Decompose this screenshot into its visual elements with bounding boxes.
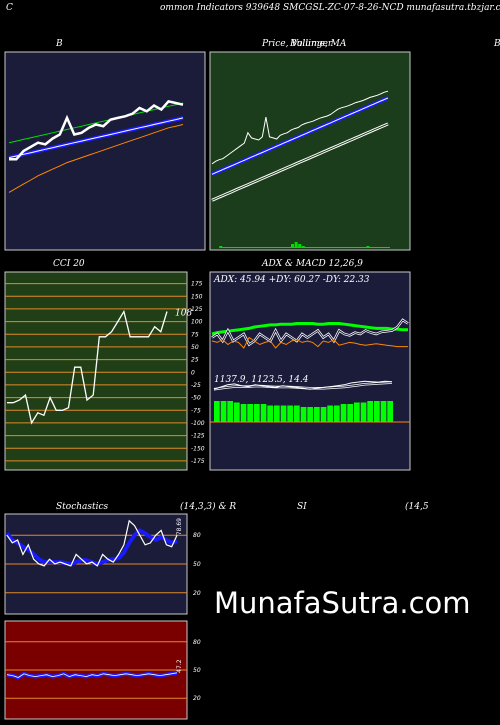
rsi-tick-label: 80 — [193, 639, 201, 646]
macd-histogram-bar — [300, 407, 307, 422]
volume-bar — [291, 244, 294, 248]
price-panel-title: Price, Volume, MA — [262, 39, 347, 49]
macd-histogram-bar — [374, 401, 380, 422]
macd-histogram-bar — [327, 405, 333, 422]
price-ma-core-line — [211, 97, 389, 175]
plus-di-inner-line — [211, 319, 409, 346]
macd-histogram-bar — [280, 405, 287, 422]
bb-mid-band-core-line — [8, 117, 184, 159]
watermark: MunafaSutra.com — [214, 586, 471, 620]
macd-histogram-bar — [340, 404, 347, 422]
adx-line — [211, 322, 408, 336]
volume-bar — [294, 242, 298, 248]
cci-tick-label: 0 — [191, 369, 195, 376]
macd-histogram-bar — [254, 404, 260, 422]
bb-panel-title: B — [56, 39, 63, 49]
volume-baseline — [220, 247, 390, 248]
stoch-tick-label: 20 — [193, 590, 201, 597]
cci-line — [7, 309, 168, 425]
price-line — [211, 90, 389, 165]
cci-tick-label: -125 — [191, 433, 205, 440]
macd-histogram-bar — [367, 401, 373, 422]
cci-tick-label: 100 — [191, 319, 203, 326]
macd-histogram-bar — [354, 402, 360, 422]
header-title: ommon Indicators 939648 SMCGSL-ZC-07-8-2… — [160, 3, 500, 13]
stoch-last-value: 78.69 — [176, 518, 183, 535]
header-left-letter: C — [6, 3, 13, 13]
cci-tick-label: -25 — [191, 382, 201, 389]
cci-tick-label: -175 — [191, 458, 205, 465]
cci-tick-label: -50 — [191, 395, 201, 402]
cci-tick-label: 25 — [191, 357, 199, 364]
stoch-tick-label: 80 — [193, 532, 201, 539]
stoch-tick-label: 50 — [193, 561, 201, 568]
rsi-panel-params: (14,5 — [405, 502, 429, 512]
cci-tick-label: -150 — [191, 445, 205, 452]
rsi-tick-label: 20 — [193, 695, 201, 702]
cci-panel-title: CCI 20 — [53, 259, 85, 269]
macd-readout: 1137.9, 1123.5, 14.4 — [214, 375, 309, 385]
price-chart — [209, 51, 411, 251]
macd-histogram-bar — [260, 404, 267, 422]
macd-histogram-bar — [274, 405, 280, 422]
rsi-line — [6, 672, 178, 678]
cci-tick-label: 175 — [191, 281, 203, 288]
volume-bar — [298, 244, 302, 248]
stoch-k-line — [6, 519, 178, 567]
macd-histogram-bar — [380, 401, 387, 422]
price-background — [209, 51, 411, 251]
bb-price-line — [9, 100, 184, 161]
cci-tick-label: -75 — [191, 407, 201, 414]
cci-last-value: 108 — [175, 308, 192, 318]
macd-histogram-bar — [247, 404, 253, 422]
rsi-last-value: 47.2 — [176, 659, 183, 673]
adx-panel-title: ADX & MACD 12,26,9 — [262, 259, 363, 269]
price-long-ma-inner-line — [211, 123, 389, 201]
cci-tick-label: 150 — [191, 293, 203, 300]
macd-histogram-bar — [214, 401, 220, 422]
cci-chart: 175 150 125 100 75 50 25 0 -25 -50 -75 -100 -125 -150… — [4, 271, 205, 471]
macd-histogram-bar — [227, 401, 233, 422]
macd-histogram-bar — [387, 401, 393, 422]
stoch-chart: 80 50 20 78.69 — [4, 513, 201, 615]
bb-upper-band-line — [8, 102, 184, 144]
cci-tick-label: 50 — [191, 344, 199, 351]
macd-histogram-bar — [334, 405, 340, 422]
stoch-panel-title: Stochastics — [56, 502, 109, 512]
adx-readout: ADX: 45.94 +DY: 60.27 -DY: 22.33 — [213, 275, 370, 285]
cci-tick-label: -100 — [191, 420, 205, 427]
bb-lower-band-line — [8, 124, 184, 193]
rsi-tick-label: 50 — [193, 667, 201, 674]
minus-di-line — [211, 336, 408, 349]
macd-histogram-bar — [307, 407, 313, 422]
price-panel-title-overlay: Bullinger — [290, 39, 333, 49]
macd-histogram-bar — [240, 404, 247, 422]
cci-tick-label: 125 — [191, 306, 203, 313]
right-stub-title: B — [494, 39, 500, 49]
macd-histogram-bar — [287, 405, 293, 422]
macd-histogram-bar — [320, 407, 327, 422]
macd-histogram-bar — [360, 402, 367, 422]
macd-histogram-bar — [220, 401, 227, 422]
macd-histogram-bar — [267, 405, 273, 422]
macd-histogram-bar — [347, 404, 353, 422]
adx-macd-background — [209, 271, 411, 471]
macd-line — [213, 380, 393, 390]
rsi-chart: 80 50 20 47.2 — [4, 620, 201, 720]
bb-chart — [4, 51, 206, 251]
cci-tick-label: 75 — [191, 331, 199, 338]
macd-histogram-bar — [294, 405, 300, 422]
stoch-panel-params: (14,3,3) & R — [180, 502, 237, 512]
macd-histogram-bar — [314, 407, 320, 422]
adx-macd-chart: ADX: 45.94 +DY: 60.27 -DY: 22.33 1137.9,… — [209, 271, 411, 471]
macd-histogram-bar — [234, 402, 240, 422]
rsi-panel-title: SI — [297, 502, 307, 512]
